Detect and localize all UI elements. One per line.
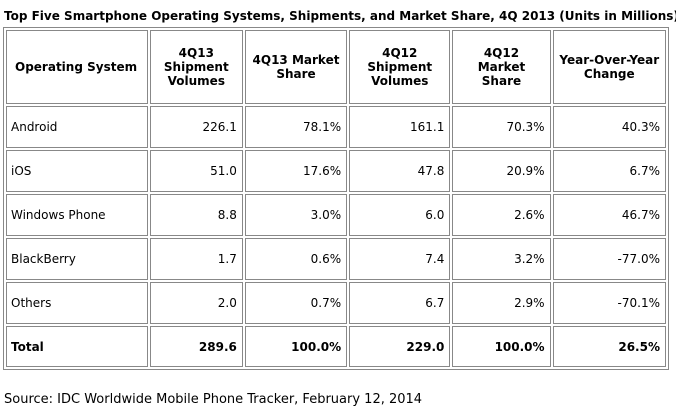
row-label: Others	[6, 282, 148, 324]
table-row: Android 226.1 78.1% 161.1 70.3% 40.3%	[6, 106, 666, 148]
table-cell: -77.0%	[552, 238, 666, 280]
table-cell: 3.2%	[452, 238, 551, 280]
table-cell: 161.1	[349, 106, 451, 148]
total-cell: 100.0%	[452, 326, 551, 367]
data-table: Operating System 4Q13 Shipment Volumes 4Q1…	[3, 27, 669, 370]
row-label: Windows Phone	[6, 194, 148, 236]
table-cell: 46.7%	[552, 194, 666, 236]
row-label: Android	[6, 106, 148, 148]
table-cell: 0.7%	[244, 282, 348, 324]
header-row: Operating System 4Q13 Shipment Volumes 4Q1…	[6, 30, 666, 104]
table-cell: 20.9%	[452, 150, 551, 192]
table-cell: -70.1%	[552, 282, 666, 324]
table-cell: 2.6%	[452, 194, 551, 236]
column-header: 4Q12 Shipment Volumes	[349, 30, 451, 104]
table-cell: 47.8	[349, 150, 451, 192]
table-cell: 1.7	[149, 238, 243, 280]
table-row: BlackBerry 1.7 0.6% 7.4 3.2% -77.0%	[6, 238, 666, 280]
table-cell: 70.3%	[452, 106, 551, 148]
total-cell: 289.6	[149, 326, 243, 367]
total-row: Total 289.6 100.0% 229.0 100.0% 26.5%	[6, 326, 666, 367]
table-row: Windows Phone 8.8 3.0% 6.0 2.6% 46.7%	[6, 194, 666, 236]
table-cell: 3.0%	[244, 194, 348, 236]
row-label: iOS	[6, 150, 148, 192]
column-header: 4Q13 Market Share	[244, 30, 348, 104]
total-cell: 100.0%	[244, 326, 348, 367]
column-header: Operating System	[6, 30, 148, 104]
table-cell: 51.0	[149, 150, 243, 192]
source-note: Source: IDC Worldwide Mobile Phone Track…	[4, 392, 423, 407]
table-cell: 6.7%	[552, 150, 666, 192]
table-row: iOS 51.0 17.6% 47.8 20.9% 6.7%	[6, 150, 666, 192]
table-body: Android 226.1 78.1% 161.1 70.3% 40.3% iOS 51.0 1…	[6, 106, 666, 367]
total-cell: 26.5%	[552, 326, 666, 367]
column-header: Year-Over-Year Change	[552, 30, 666, 104]
table-cell: 8.8	[149, 194, 243, 236]
table-cell: 40.3%	[552, 106, 666, 148]
total-label: Total	[6, 326, 148, 367]
table-title: Top Five Smartphone Operating Systems, S…	[4, 9, 676, 23]
table-row: Others 2.0 0.7% 6.7 2.9% -70.1%	[6, 282, 666, 324]
row-label: BlackBerry	[6, 238, 148, 280]
column-header: 4Q12 Market Share	[452, 30, 551, 104]
column-header: 4Q13 Shipment Volumes	[149, 30, 243, 104]
table-cell: 0.6%	[244, 238, 348, 280]
table-cell: 6.0	[349, 194, 451, 236]
table-cell: 78.1%	[244, 106, 348, 148]
table-cell: 2.0	[149, 282, 243, 324]
total-cell: 229.0	[349, 326, 451, 367]
table-cell: 2.9%	[452, 282, 551, 324]
table-cell: 226.1	[149, 106, 243, 148]
table-cell: 7.4	[349, 238, 451, 280]
table-cell: 17.6%	[244, 150, 348, 192]
table-cell: 6.7	[349, 282, 451, 324]
